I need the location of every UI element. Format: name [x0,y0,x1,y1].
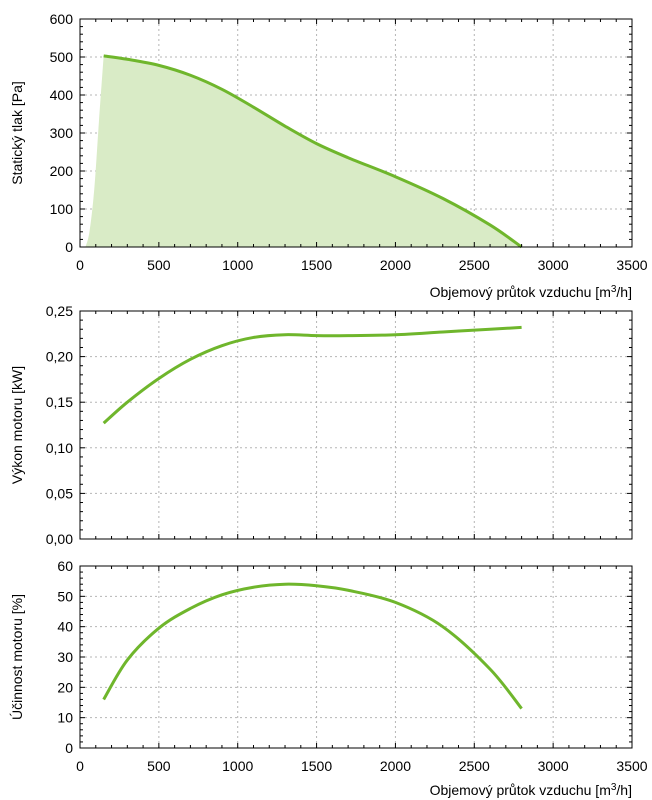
y-axis-title: Výkon motoru [kW] [9,366,25,484]
y-tick-label: 50 [57,588,73,604]
x-tick-label: 500 [147,257,171,273]
y-tick-label: 0,10 [46,440,73,456]
static-pressure-line [103,54,523,249]
panel-motor-efficiency: 0 10 20 30 40 50 60 0 500 1000 1500 2000 2500 3000 35… [9,558,648,798]
motor-power-line [102,325,522,425]
x-tick-label: 500 [147,758,171,774]
y-tick-label: 40 [57,619,73,635]
plot-frame [79,310,633,540]
x-tick-label: 1500 [301,758,332,774]
y-tick-label: 0,20 [46,349,73,365]
x-tick-label: 3000 [538,257,569,273]
y-axis-title: Účinnost motoru [%] [9,594,25,720]
x-tick-label: 2500 [459,257,490,273]
y-tick-label: 0 [65,740,73,756]
y-tick-label: 0 [65,239,73,255]
y-tick-label: 0,00 [46,531,73,547]
x-tick-label: 0 [76,257,84,273]
x-axis-title: Objemový průtok vzduchu [m3/h] [430,782,632,798]
panel-motor-power: 0,00 0,05 0,10 0,15 0,20 0,25 Výkon motoru [k… [9,303,633,547]
x-tick-label: 3000 [538,758,569,774]
static-pressure-area [85,55,522,247]
x-tick-label: 1000 [222,758,253,774]
x-axis-title: Objemový průtok vzduchu [m3/h] [430,284,632,300]
x-tick-label: 1500 [301,257,332,273]
y-tick-label: 100 [50,201,74,217]
y-tick-label: 0,25 [46,303,73,319]
y-tick-label: 20 [57,679,73,695]
motor-efficiency-line [102,582,523,710]
y-tick-label: 400 [50,87,74,103]
x-tick-label: 3500 [616,257,647,273]
y-tick-label: 200 [50,163,74,179]
x-tick-label: 0 [76,758,84,774]
panel-static-pressure: 0 100 200 300 400 500 600 0 500 1000 1500 2000 2500… [9,11,648,300]
y-tick-label: 600 [50,11,74,27]
y-tick-label: 0,05 [46,485,73,501]
y-axis-title: Statický tlak [Pa] [9,81,25,184]
x-tick-label: 3500 [616,758,647,774]
y-tick-label: 500 [50,49,74,65]
y-tick-label: 10 [57,710,73,726]
x-tick-label: 1000 [222,257,253,273]
x-tick-label: 2500 [459,758,490,774]
x-tick-label: 2000 [380,257,411,273]
y-tick-label: 30 [57,649,73,665]
y-tick-label: 0,15 [46,394,73,410]
x-tick-label: 2000 [380,758,411,774]
y-tick-label: 60 [57,558,73,574]
y-tick-label: 300 [50,125,74,141]
